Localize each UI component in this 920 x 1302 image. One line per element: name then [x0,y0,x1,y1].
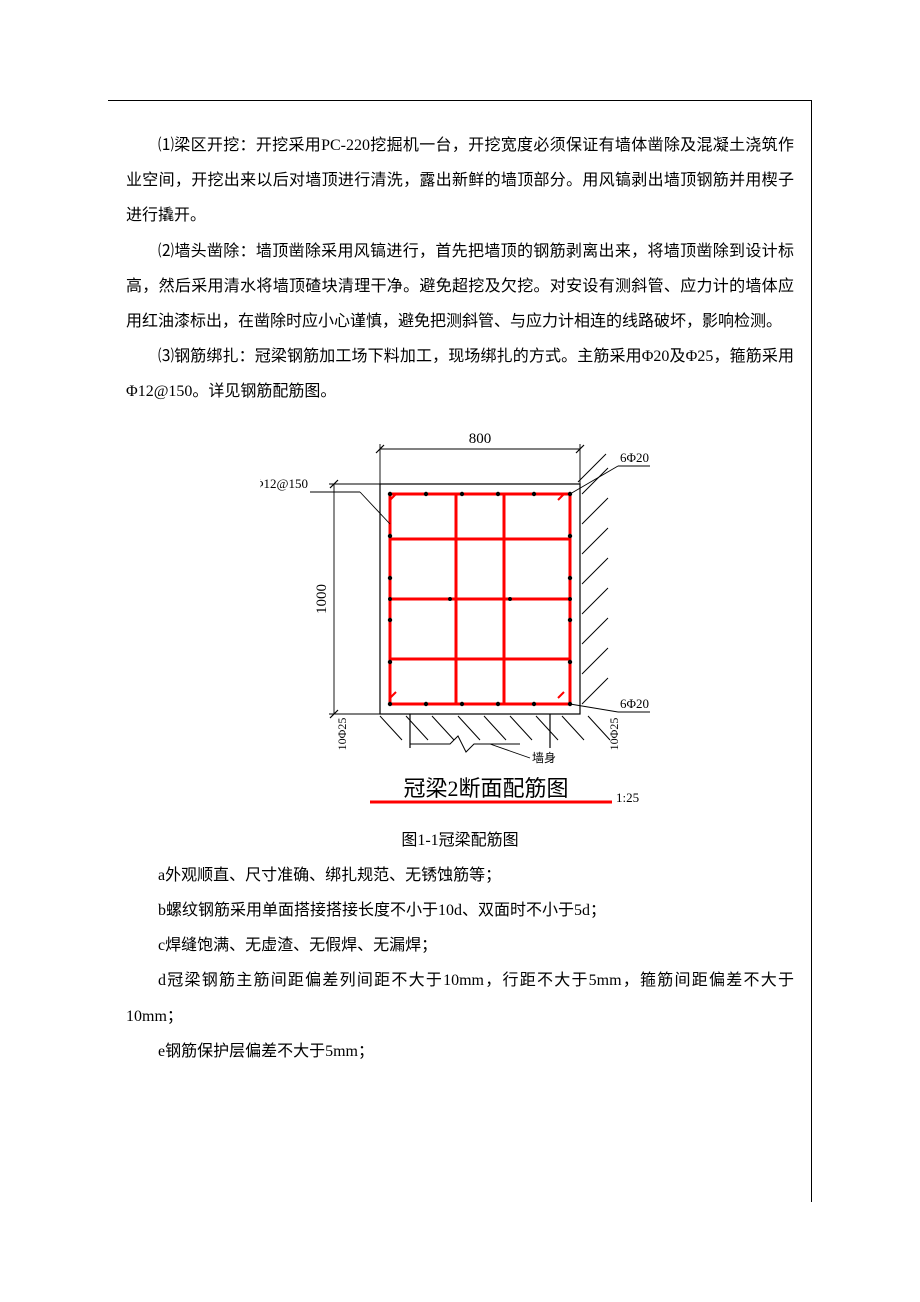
note-a: a外观顺直、尺寸准确、绑扎规范、无锈蚀筋等； [126,858,794,893]
svg-text:墙身: 墙身 [532,750,556,765]
figure-caption: 图1-1冠梁配筋图 [126,823,794,858]
note-b: b螺纹钢筋采用单面搭接搭接长度不小于10d、双面时不小于5d； [126,893,794,928]
figure-rebar-section: 800 1000 墙身 6Φ20 6Φ20 Φ12@150 10Φ25 10Φ25 冠梁2断面配… [126,424,794,817]
svg-text:6Φ20: 6Φ20 [620,450,649,465]
svg-text:1:25: 1:25 [616,790,639,804]
content-area: ⑴梁区开挖：开挖采用PC-220挖掘机一台，开挖宽度必须保证有墙体凿除及混凝土浇… [108,100,812,1069]
note-e: e钢筋保护层偏差不大于5mm； [126,1034,794,1069]
svg-text:6Φ20: 6Φ20 [620,696,649,711]
note-c: c焊缝饱满、无虚渣、无假焊、无漏焊； [126,928,794,963]
svg-text:800: 800 [469,431,492,447]
notes-list: a外观顺直、尺寸准确、绑扎规范、无锈蚀筋等； b螺纹钢筋采用单面搭接搭接长度不小… [126,858,794,1069]
paragraph-2: ⑵墙头凿除：墙顶凿除采用风镐进行，首先把墙顶的钢筋剥离出来，将墙顶凿除到设计标高… [126,234,794,340]
rebar-section-svg: 800 1000 墙身 6Φ20 6Φ20 Φ12@150 10Φ25 10Φ25 冠梁2断面配… [260,424,660,804]
svg-text:10Φ25: 10Φ25 [335,717,349,750]
page: ⑴梁区开挖：开挖采用PC-220挖掘机一台，开挖宽度必须保证有墙体凿除及混凝土浇… [0,0,920,1302]
svg-text:Φ12@150: Φ12@150 [260,476,308,491]
note-d: d冠梁钢筋主筋间距偏差列间距不大于10mm，行距不大于5mm，箍筋间距偏差不大于… [126,963,794,1033]
svg-text:1000: 1000 [314,584,330,614]
paragraph-3: ⑶钢筋绑扎：冠梁钢筋加工场下料加工，现场绑扎的方式。主筋采用Φ20及Φ25，箍筋… [126,339,794,409]
svg-text:冠梁2断面配筋图: 冠梁2断面配筋图 [403,776,568,801]
paragraph-1: ⑴梁区开挖：开挖采用PC-220挖掘机一台，开挖宽度必须保证有墙体凿除及混凝土浇… [126,128,794,234]
svg-text:10Φ25: 10Φ25 [607,717,621,750]
